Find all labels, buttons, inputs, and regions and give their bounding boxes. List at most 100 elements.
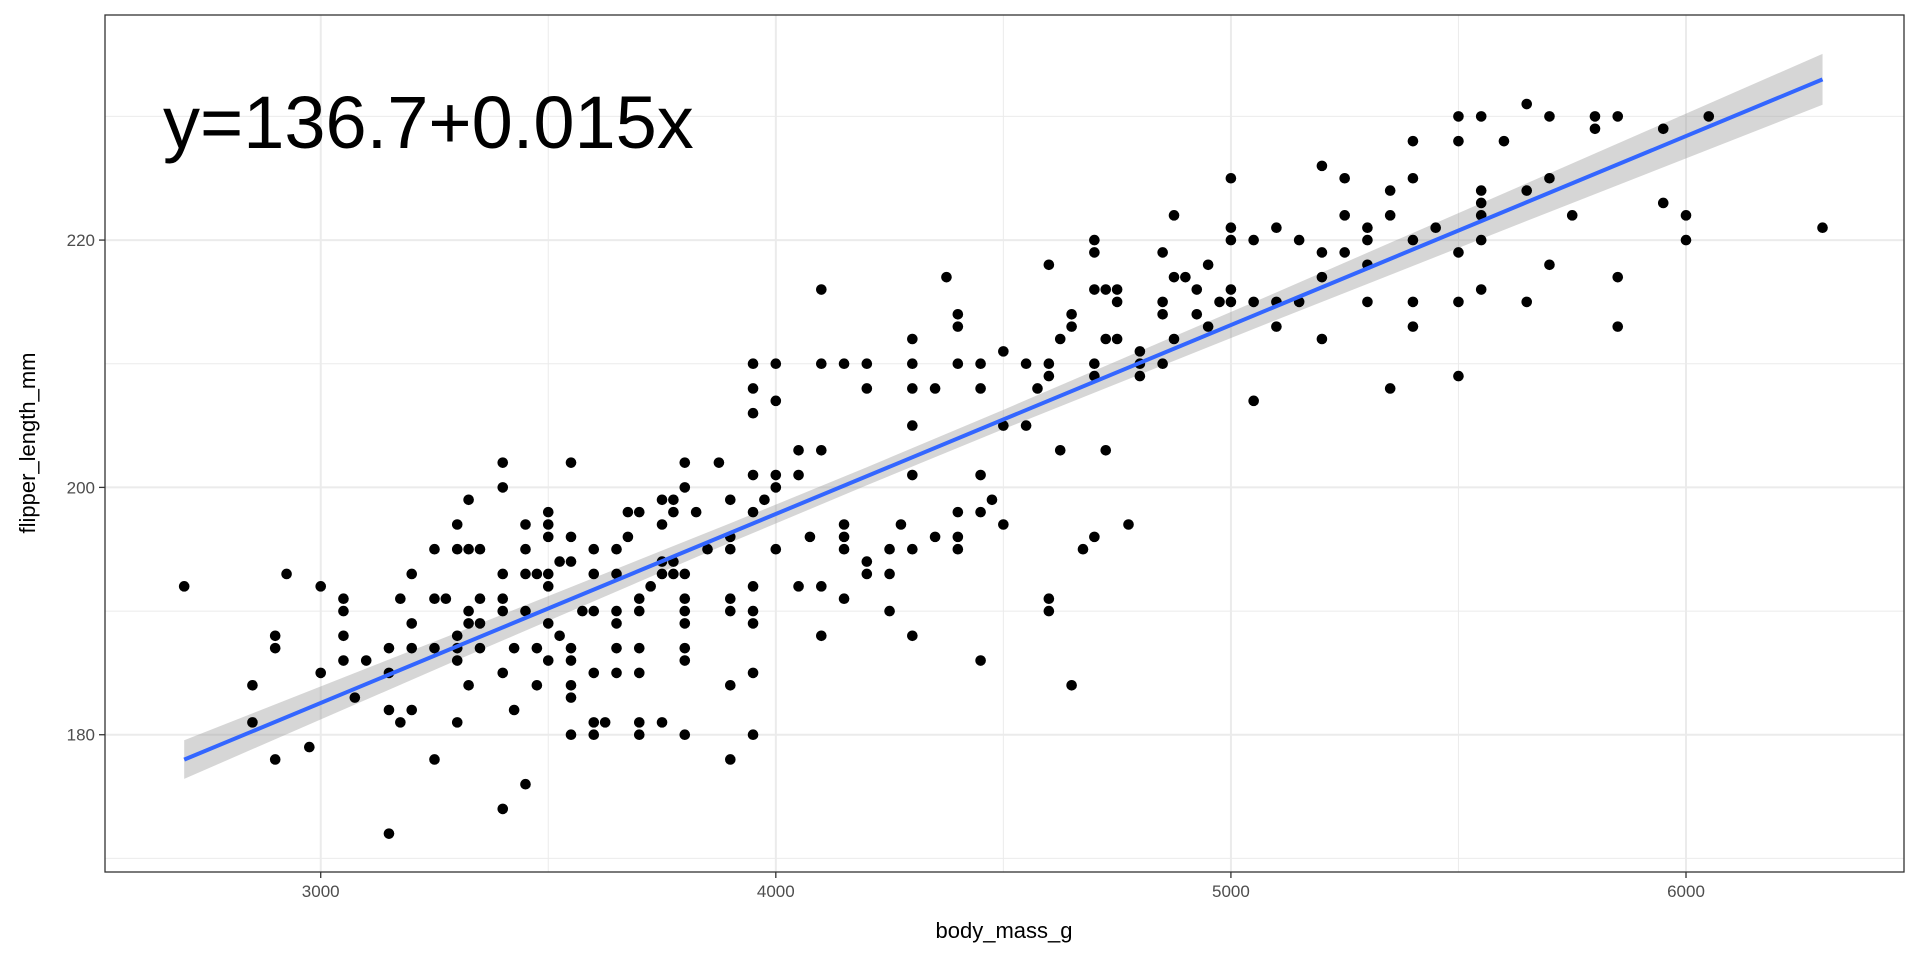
panel-background [105,15,1904,872]
data-point [1134,346,1146,357]
data-point [747,358,759,370]
data-point [577,605,588,617]
data-point [747,469,759,481]
y-axis-ticks: 180 200 220 [67,231,105,745]
data-point [269,754,281,765]
data-point [907,333,918,345]
data-point [474,642,486,654]
data-point [679,482,691,493]
data-point [679,605,691,617]
data-point [178,581,190,592]
data-point [747,383,759,394]
data-point [1168,333,1180,345]
data-point [520,605,531,617]
data-point [929,531,941,543]
data-point [247,679,258,691]
data-point [633,667,645,679]
data-point [1589,111,1601,122]
data-point [1100,445,1112,456]
data-point [998,519,1009,530]
data-point [1521,98,1533,110]
data-point [269,642,281,654]
data-point [975,655,986,666]
data-point [611,568,622,580]
data-point [656,494,668,506]
data-point [611,605,622,617]
data-point [861,383,873,394]
data-point [1089,234,1100,246]
data-point [907,630,918,642]
data-point [1566,210,1578,221]
data-point [1180,271,1191,283]
data-point [497,482,509,493]
data-point [281,568,292,580]
data-point [429,593,440,604]
data-point [1168,271,1180,283]
data-point [690,506,702,518]
data-point [1066,679,1077,691]
data-point [520,519,531,530]
data-point [1453,247,1464,258]
data-point [1544,259,1555,271]
data-point [1384,383,1396,394]
data-point [713,457,725,468]
gridlines [105,15,1904,872]
x-tick-label: 5000 [1212,882,1250,901]
data-point [1544,172,1555,184]
data-point [1123,519,1134,530]
data-point [952,531,964,543]
data-point [451,519,463,530]
data-point [1168,210,1180,221]
data-point [770,358,782,370]
data-point [1043,593,1055,604]
data-point [1225,234,1237,246]
data-point [349,692,361,703]
data-point [1475,185,1487,196]
data-point [474,593,486,604]
data-point [1407,135,1419,147]
data-point [395,717,406,728]
data-point [1657,197,1669,209]
data-point [383,704,395,716]
data-point [838,531,850,543]
data-point [1271,321,1282,332]
data-point [1612,321,1624,332]
data-point [1225,284,1237,295]
data-point [429,543,440,555]
data-point [565,679,577,691]
data-point [1225,172,1237,184]
data-point [497,667,509,679]
data-point [1430,222,1442,234]
data-point [747,605,759,617]
data-point [1100,333,1112,345]
data-point [861,358,873,370]
data-point [474,543,486,555]
data-point [725,605,736,617]
data-point [1111,296,1123,308]
data-point [1248,296,1259,308]
data-point [1384,185,1396,196]
x-tick-label: 3000 [302,882,340,901]
data-point [338,593,349,604]
data-point [554,630,565,642]
data-point [338,655,349,666]
data-point [725,679,736,691]
data-point [1453,296,1464,308]
data-point [838,519,850,530]
data-point [440,593,452,604]
data-point [1202,259,1214,271]
data-point [1077,543,1089,555]
data-point [656,717,668,728]
data-point [1817,222,1828,234]
data-point [360,655,372,666]
data-point [975,469,986,481]
data-point [474,618,486,629]
data-point [531,568,543,580]
data-point [838,543,850,555]
data-point [1703,111,1715,122]
data-point [975,358,986,370]
data-point [907,358,918,370]
data-point [542,655,554,666]
data-point [508,642,520,654]
data-point [383,642,395,654]
